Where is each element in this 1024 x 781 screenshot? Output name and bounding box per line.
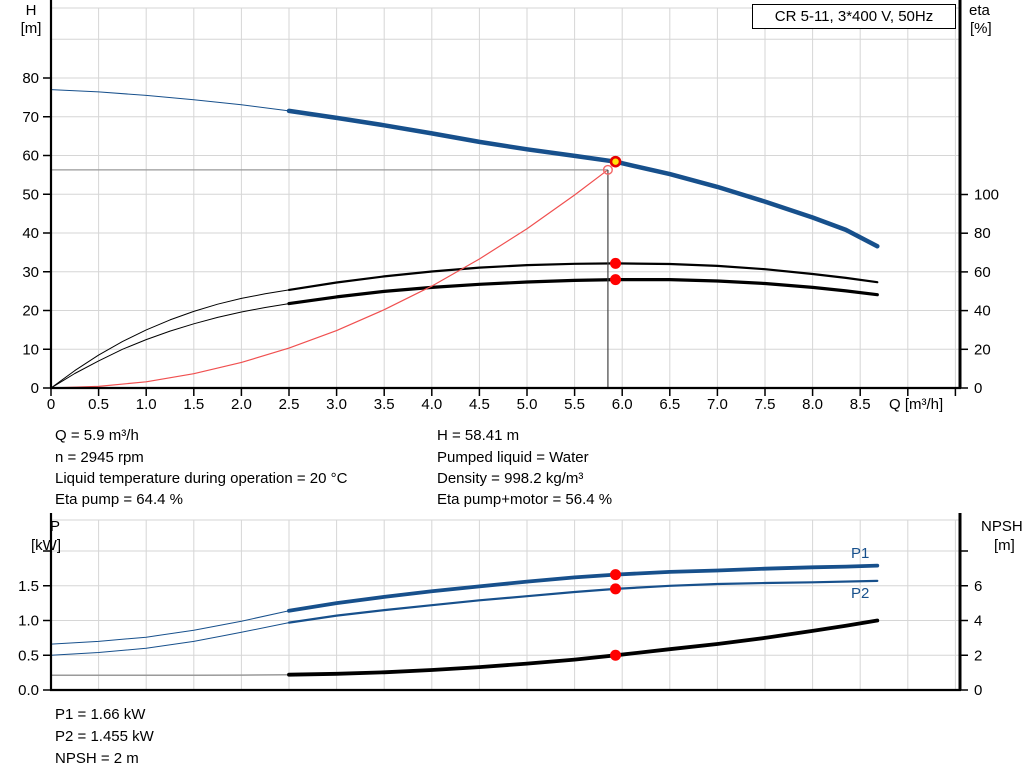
tick-label: 10 [22,341,39,358]
p2-curve [287,579,879,624]
tick-label: 1.0 [136,396,157,413]
head-curve [286,108,880,249]
power-npsh-chart[interactable]: 0.0 0.5 1.0 1.5 0 2 4 6 [18,513,982,699]
tick-label: 40 [974,303,991,320]
tick-label: 8.5 [850,396,871,413]
p2-curve-thin [50,622,290,656]
tick-label: 5.0 [517,396,538,413]
tick-label: 2.5 [279,396,300,413]
tick-label: 6 [974,578,982,595]
qh-eta-chart[interactable]: 0 10 20 30 40 50 60 70 80 0 20 40 60 80 100 0 0.5 1.0 1.5 2… [22,0,999,413]
tick-label: 6.5 [659,396,680,413]
tick-label: 1.0 [18,613,39,630]
npsh-axis-unit: [m] [994,537,1015,554]
p-axis-label: P [49,518,60,535]
annotation-density: Density = 998.2 kg/m³ [437,470,584,487]
tick-label: 0 [47,396,55,413]
requested-duty-point[interactable] [602,164,613,175]
tick-label: 0 [31,380,39,397]
eta-pump-motor-curve-thin [50,303,290,389]
p-axis-unit: [kW] [31,537,61,554]
tick-label: 60 [22,148,39,165]
eta-axis-unit: [%] [970,20,992,37]
tick-label: 5.5 [564,396,585,413]
tick-label: 0 [974,380,982,397]
annotation-eta-pump: Eta pump = 64.4 % [55,491,183,508]
operating-point[interactable] [609,155,622,168]
tick-label: 0.5 [18,647,39,664]
tick-label: 80 [22,70,39,87]
tick-label: 4.5 [469,396,490,413]
tick-label: 0 [974,682,982,699]
tick-label: 2 [974,647,982,664]
tick-label: 50 [22,186,39,203]
tick-label: 60 [974,264,991,281]
annotation-temperature: Liquid temperature during operation = 20… [55,470,348,487]
annotation-p2: P2 = 1.455 kW [55,728,154,745]
annotation-liquid: Pumped liquid = Water [437,449,589,466]
tick-label: 7.0 [707,396,728,413]
annotation-head: H = 58.41 m [437,427,520,444]
p1-curve-label: P1 [851,545,870,562]
annotation-speed: n = 2945 rpm [55,449,144,466]
tick-label: 2.0 [231,396,252,413]
tick-label: 1.5 [18,578,39,595]
tick-label: 0.5 [88,396,109,413]
head-curve-thin [50,89,290,112]
tick-label: 0.0 [18,682,39,699]
tick-label: 4 [974,613,982,630]
eta-pump-motor-point[interactable] [610,274,622,286]
pump-title-box: CR 5-11, 3*400 V, 50Hz [752,4,956,29]
tick-label: 80 [974,225,991,242]
eta-pump-point[interactable] [610,257,622,269]
p2-point[interactable] [610,583,622,595]
tick-label: 8.0 [802,396,823,413]
annotation-npsh: NPSH = 2 m [55,750,139,767]
eta-pump-curve-thin [50,289,290,389]
eta-pump-motor-curve [287,278,879,306]
tick-label: 3.0 [326,396,347,413]
tick-label: 1.5 [183,396,204,413]
tick-label: 3.5 [374,396,395,413]
eta-pump-curve [287,262,879,291]
tick-label: 4.0 [421,396,442,413]
tick-label: 40 [22,225,39,242]
annotation-eta-total: Eta pump+motor = 56.4 % [437,491,613,508]
tick-label: 70 [22,109,39,126]
annotation-flow: Q = 5.9 m³/h [55,427,139,444]
tick-label: 20 [22,303,39,320]
tick-label: 6.0 [612,396,633,413]
npsh-curve-thin [51,673,290,676]
eta-axis-label: eta [969,2,990,19]
p2-curve-label: P2 [851,585,870,602]
npsh-point[interactable] [610,649,622,661]
npsh-axis-label: NPSH [981,518,1023,535]
annotation-p1: P1 = 1.66 kW [55,706,146,723]
p1-point[interactable] [610,569,622,581]
h-axis-label: H [25,2,37,19]
p1-curve-thin [50,610,290,645]
tick-label: 100 [974,187,999,204]
tick-label: 20 [974,341,991,358]
tick-label: Q [m³/h] [889,396,943,413]
p1-curve [287,563,880,613]
tick-label: 30 [22,264,39,281]
h-axis-unit: [m] [20,20,42,37]
tick-label: 7.5 [755,396,776,413]
npsh-curve [287,618,880,677]
system-curve [50,169,609,389]
